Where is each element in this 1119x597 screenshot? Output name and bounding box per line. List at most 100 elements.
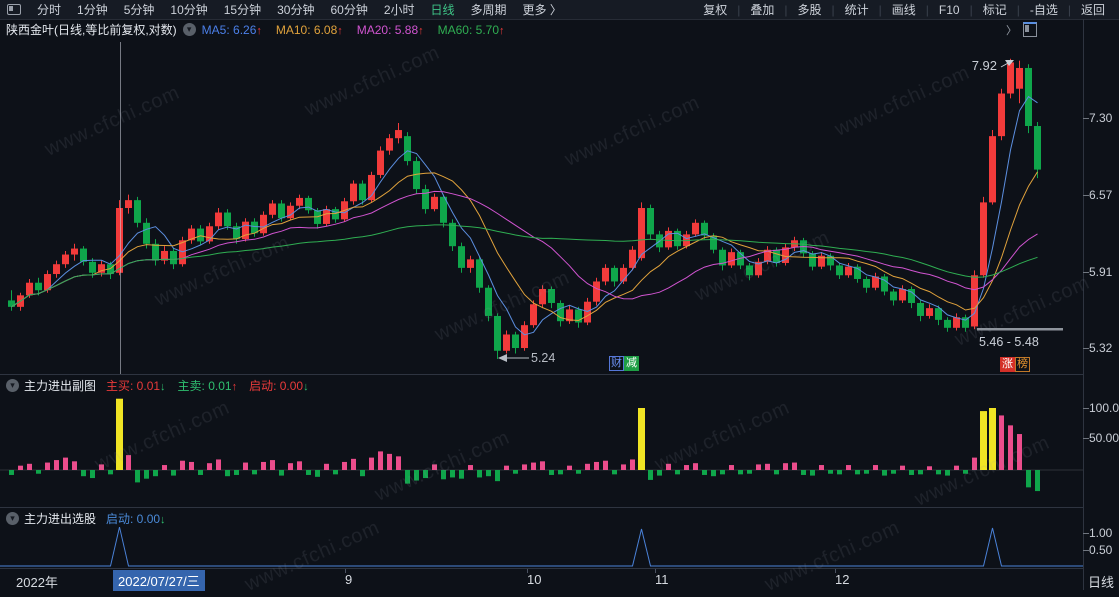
period-tabs: 分时 1分钟 5分钟 10分钟 15分钟 30分钟 60分钟 2小时 日线 多周期 更多 〉 xyxy=(29,1,570,18)
collapse-chevron-icon[interactable]: ▾ xyxy=(182,23,196,36)
low-price-label: 5.24 xyxy=(531,351,555,365)
collapse-chevron-icon[interactable]: ▾ xyxy=(6,512,19,525)
axis-tick xyxy=(1083,438,1089,439)
toolbar-separator: | xyxy=(1067,2,1071,17)
ma-value: MA10: 6.08↑ xyxy=(275,22,343,37)
panel3-legend: 启动: 0.00↓ xyxy=(106,510,178,527)
period-tab[interactable]: 分时 xyxy=(37,3,62,17)
crosshair-vertical-line xyxy=(119,42,121,374)
toolbar-action-button[interactable]: 画线 xyxy=(891,3,916,17)
price-axis-label: 7.30 xyxy=(1089,111,1113,125)
toolbar-action-button[interactable]: 返回 xyxy=(1080,3,1105,17)
timeline-month: 12 xyxy=(835,572,850,587)
ma-value: MA60: 5.70↑ xyxy=(437,22,505,37)
timeline-month: 9 xyxy=(345,572,353,587)
period-tab[interactable]: 5分钟 xyxy=(123,3,155,17)
toolbar-separator: | xyxy=(969,2,973,17)
toolbar-separator: | xyxy=(1016,2,1020,17)
timeline-tick xyxy=(835,569,836,573)
indicator-legend-item: 主买: 0.01↓ xyxy=(106,379,166,393)
ma-value: MA5: 6.26↑ xyxy=(201,22,262,37)
panel-divider xyxy=(0,374,1083,375)
axis-tick xyxy=(1083,348,1089,349)
toolbar-action-button[interactable]: 复权 xyxy=(703,3,728,17)
low-arrow-head xyxy=(498,354,507,362)
expand-chevron-icon[interactable]: 〉 xyxy=(1006,24,1017,37)
period-tab[interactable]: 2小时 xyxy=(383,3,415,17)
period-tab[interactable]: 60分钟 xyxy=(330,3,368,17)
toolbar-action-button[interactable]: 叠加 xyxy=(750,3,775,17)
signal-line xyxy=(0,526,1083,567)
badge-char: 财 xyxy=(609,356,624,371)
timeline-tick xyxy=(527,569,528,573)
price-axis-label: 5.91 xyxy=(1089,265,1113,279)
indicator-legend-item: 启动: 0.00↓ xyxy=(106,512,166,526)
period-tab[interactable]: 多周期 xyxy=(470,3,507,17)
candlesticks xyxy=(8,58,1041,360)
timeline-year: 2022年 xyxy=(16,575,58,590)
flat-range-line xyxy=(977,328,1063,331)
panel3-header: ▾ 主力进出选股 启动: 0.00↓ xyxy=(0,510,178,527)
selected-date-label: 2022/07/27/三 xyxy=(113,570,205,591)
badge-char: 减 xyxy=(624,356,639,371)
flat-range-label: 5.46 - 5.48 xyxy=(979,335,1039,349)
axis-tick xyxy=(1083,118,1089,119)
collapse-chevron-icon[interactable]: ▾ xyxy=(6,379,19,392)
timeline[interactable]: 2022年 2022/07/27/三 9 10 11 12 xyxy=(0,569,1083,591)
toolbar-action-button[interactable]: 多股 xyxy=(797,3,822,17)
panel2-header: ▾ 主力进出副图 主买: 0.01↓ 主卖: 0.01↑ 启动: 0.00↓ xyxy=(0,377,321,394)
timeline-tick xyxy=(345,569,346,573)
period-tab[interactable]: 更多 〉 xyxy=(522,3,562,17)
period-tab[interactable]: 30分钟 xyxy=(277,3,315,17)
timeline-month: 11 xyxy=(655,572,669,587)
period-tab[interactable]: 10分钟 xyxy=(170,3,208,17)
ma-value: MA20: 5.88↑ xyxy=(356,22,424,37)
timeline-period-label: 日线 xyxy=(1088,575,1115,590)
toolbar-separator: | xyxy=(737,2,741,17)
financial-report-badge[interactable]: 财减 xyxy=(609,356,639,371)
toolbar-right-actions: 复权 | 叠加 | 多股 | 统计 | 画线 | F10 | 标记 | -自选 | 返回 xyxy=(693,1,1115,18)
window-icon[interactable] xyxy=(7,4,21,15)
toolbar-separator: | xyxy=(784,2,788,17)
period-tab[interactable]: 1分钟 xyxy=(77,3,108,17)
stock-title: 陕西金叶(日线,等比前复权,对数) xyxy=(6,23,177,37)
panel2-title: 主力进出副图 xyxy=(24,379,97,393)
toolbar-separator: | xyxy=(878,2,882,17)
panel-divider xyxy=(0,507,1083,508)
axis-tick xyxy=(1083,533,1089,534)
toolbar-separator: | xyxy=(831,2,835,17)
badge-char: 涨 xyxy=(1000,357,1015,372)
period-tab[interactable]: 15分钟 xyxy=(223,3,262,17)
indicator-axis-label: 50.00 xyxy=(1089,431,1119,445)
timeline-tick xyxy=(655,569,656,573)
timeline-month: 10 xyxy=(527,572,542,587)
toolbar-action-button[interactable]: -自选 xyxy=(1029,3,1058,17)
axis-tick xyxy=(1083,195,1089,196)
info-bar: 陕西金叶(日线,等比前复权,对数) ▾ MA5: 6.26↑ MA10: 6.08… xyxy=(0,19,1083,40)
axis-tick xyxy=(1083,272,1089,273)
indicator-bars xyxy=(9,398,1040,492)
panel3-title: 主力进出选股 xyxy=(24,512,97,526)
panel2-legend: 主买: 0.01↓ 主卖: 0.01↑ 启动: 0.00↓ xyxy=(106,377,321,394)
signal-axis-label: 1.00 xyxy=(1089,526,1113,540)
toolbar-action-button[interactable]: F10 xyxy=(938,2,960,17)
price-axis-border xyxy=(1083,19,1084,590)
ma-values: MA5: 6.26↑ MA10: 6.08↑ MA20: 5.88↑ MA60: 5.… xyxy=(202,23,519,37)
high-price-label: 7.92 xyxy=(972,58,997,73)
badge-char: 榜 xyxy=(1015,357,1030,372)
top-toolbar: 分时 1分钟 5分钟 10分钟 15分钟 30分钟 60分钟 2小时 日线 多周期 更多 〉 复权 |… xyxy=(0,0,1119,20)
axis-tick xyxy=(1083,408,1089,409)
period-tab[interactable]: 日线 xyxy=(430,3,455,17)
toolbar-action-button[interactable]: 统计 xyxy=(844,3,869,17)
stock-pick-indicator-chart[interactable] xyxy=(0,507,1083,568)
main-force-indicator-chart[interactable] xyxy=(0,374,1083,507)
indicator-legend-item: 主卖: 0.01↑ xyxy=(177,379,238,393)
price-axis-label: 6.57 xyxy=(1089,188,1113,202)
rank-list-badge[interactable]: 涨榜 xyxy=(1000,357,1030,372)
indicator-legend-item: 启动: 0.00↓ xyxy=(249,379,309,393)
panel-divider xyxy=(0,568,1083,569)
toolbar-action-button[interactable]: 标记 xyxy=(982,3,1007,17)
main-candlestick-chart[interactable]: 5.46 - 5.48 7.92 5.24 xyxy=(0,40,1083,374)
axis-tick xyxy=(1083,550,1089,551)
pane-layout-icon[interactable] xyxy=(1023,22,1037,37)
